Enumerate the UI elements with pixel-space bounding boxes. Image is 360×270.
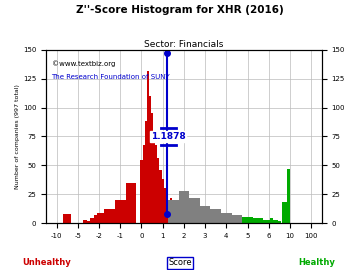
- Bar: [200, 206, 210, 223]
- Bar: [221, 213, 231, 223]
- Bar: [168, 200, 179, 223]
- Bar: [168, 200, 170, 223]
- Bar: [153, 131, 155, 223]
- Bar: [210, 209, 221, 223]
- Bar: [159, 170, 162, 223]
- Bar: [126, 183, 136, 223]
- Bar: [145, 122, 147, 223]
- Text: 1.1878: 1.1878: [150, 132, 185, 141]
- Bar: [166, 195, 168, 223]
- Title: Sector: Financials: Sector: Financials: [144, 40, 224, 49]
- Bar: [278, 221, 281, 223]
- Bar: [189, 198, 200, 223]
- Bar: [170, 198, 172, 223]
- Bar: [162, 179, 164, 223]
- Text: Healthy: Healthy: [298, 258, 335, 267]
- Bar: [264, 220, 270, 223]
- Bar: [143, 144, 145, 223]
- Bar: [270, 218, 273, 223]
- Text: Score: Score: [168, 258, 192, 267]
- Text: The Research Foundation of SUNY: The Research Foundation of SUNY: [51, 74, 170, 80]
- Bar: [242, 217, 253, 223]
- Bar: [231, 215, 242, 223]
- Bar: [149, 96, 151, 223]
- Text: Unhealthy: Unhealthy: [22, 258, 71, 267]
- Bar: [155, 144, 157, 223]
- Bar: [164, 188, 166, 223]
- Bar: [115, 200, 126, 223]
- Bar: [151, 113, 153, 223]
- Bar: [157, 158, 159, 223]
- Text: ©www.textbiz.org: ©www.textbiz.org: [51, 60, 115, 67]
- Bar: [140, 160, 143, 223]
- Bar: [87, 221, 90, 223]
- Bar: [147, 70, 149, 223]
- Bar: [287, 169, 290, 223]
- Bar: [275, 220, 278, 223]
- Bar: [282, 202, 287, 223]
- Bar: [63, 214, 71, 223]
- Bar: [179, 191, 189, 223]
- Bar: [253, 218, 264, 223]
- Bar: [97, 213, 104, 223]
- Bar: [83, 220, 87, 223]
- Y-axis label: Number of companies (997 total): Number of companies (997 total): [15, 84, 20, 189]
- Bar: [90, 218, 94, 223]
- Bar: [273, 220, 275, 223]
- Bar: [104, 209, 115, 223]
- Text: Z''-Score Histogram for XHR (2016): Z''-Score Histogram for XHR (2016): [76, 5, 284, 15]
- Bar: [94, 215, 97, 223]
